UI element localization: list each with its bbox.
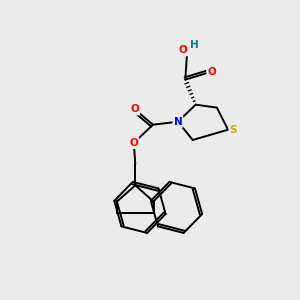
Text: O: O <box>179 45 188 55</box>
Text: N: N <box>174 117 182 127</box>
Text: O: O <box>129 138 138 148</box>
Text: S: S <box>230 125 237 135</box>
Text: H: H <box>190 40 199 50</box>
Text: O: O <box>208 67 216 77</box>
Text: O: O <box>130 104 139 114</box>
